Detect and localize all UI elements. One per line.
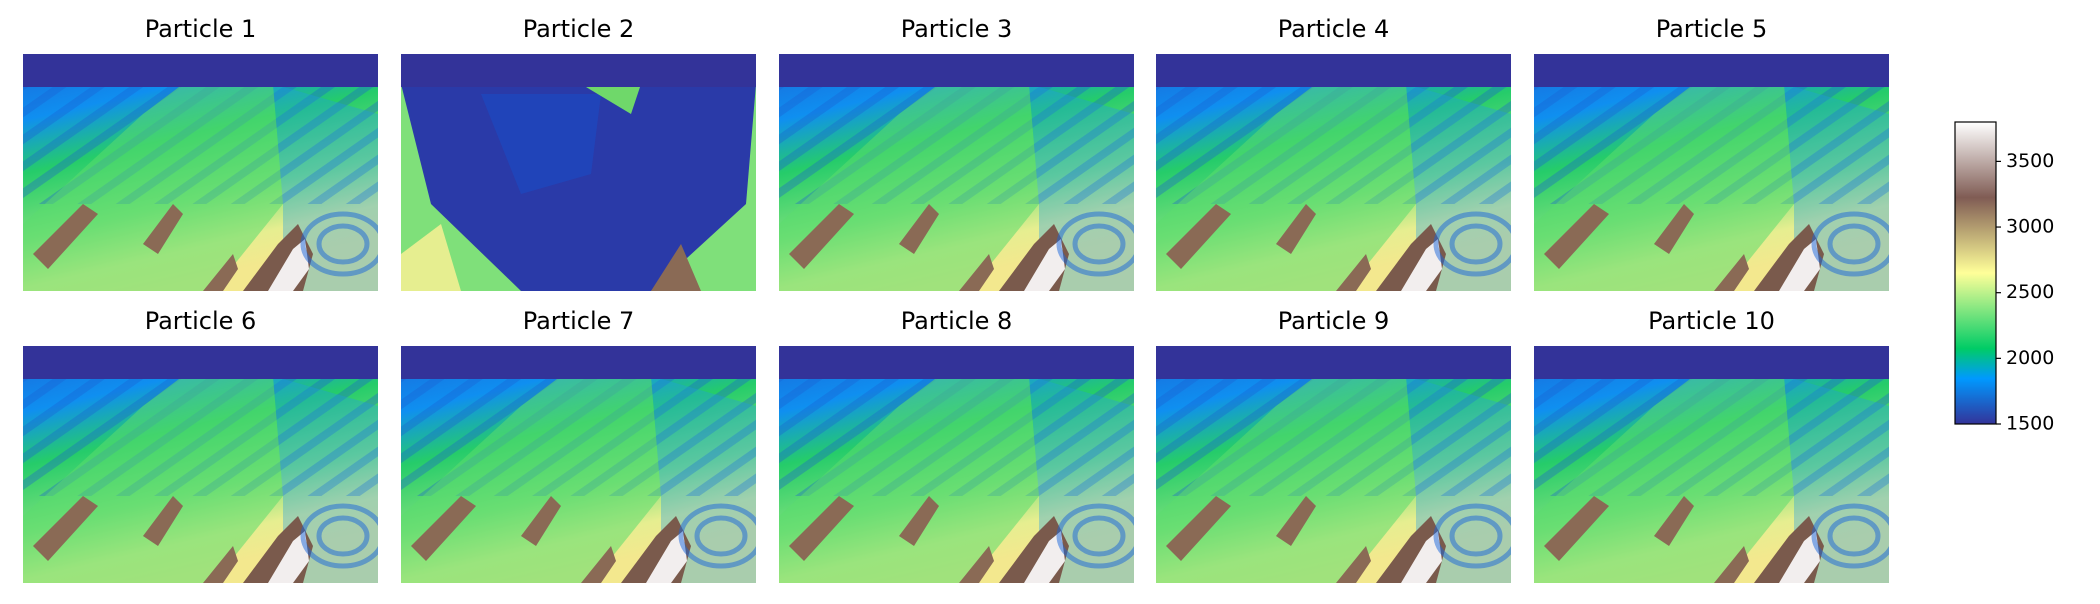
heatmap-image bbox=[401, 346, 761, 583]
heatmap-image bbox=[1156, 346, 1516, 583]
heatmap-image bbox=[23, 346, 383, 583]
heatmap-image bbox=[1156, 54, 1516, 291]
colorbar-tick-label: 2500 bbox=[2006, 281, 2054, 303]
panel-title: Particle 8 bbox=[901, 307, 1013, 335]
heatmap-image bbox=[1534, 54, 1894, 291]
colorbar bbox=[1954, 121, 1997, 425]
panel-title: Particle 2 bbox=[523, 15, 635, 43]
panel-title: Particle 7 bbox=[523, 307, 635, 335]
panel-title: Particle 1 bbox=[145, 15, 257, 43]
heatmap-image bbox=[401, 54, 756, 291]
heatmap-image bbox=[23, 54, 383, 291]
colorbar-tick-label: 3500 bbox=[2006, 150, 2054, 172]
panel-title: Particle 5 bbox=[1656, 15, 1768, 43]
heatmap-image bbox=[779, 346, 1139, 583]
panel-title: Particle 6 bbox=[145, 307, 257, 335]
panel-title: Particle 3 bbox=[901, 15, 1013, 43]
panel-title: Particle 9 bbox=[1278, 307, 1390, 335]
heatmap-image bbox=[1534, 346, 1894, 583]
colorbar-tick-label: 3000 bbox=[2006, 216, 2054, 238]
panel-title: Particle 10 bbox=[1648, 307, 1775, 335]
colorbar-tick-label: 1500 bbox=[2006, 413, 2054, 435]
colorbar-tick-label: 2000 bbox=[2006, 347, 2054, 369]
panel-title: Particle 4 bbox=[1278, 15, 1390, 43]
heatmap-image bbox=[779, 54, 1139, 291]
